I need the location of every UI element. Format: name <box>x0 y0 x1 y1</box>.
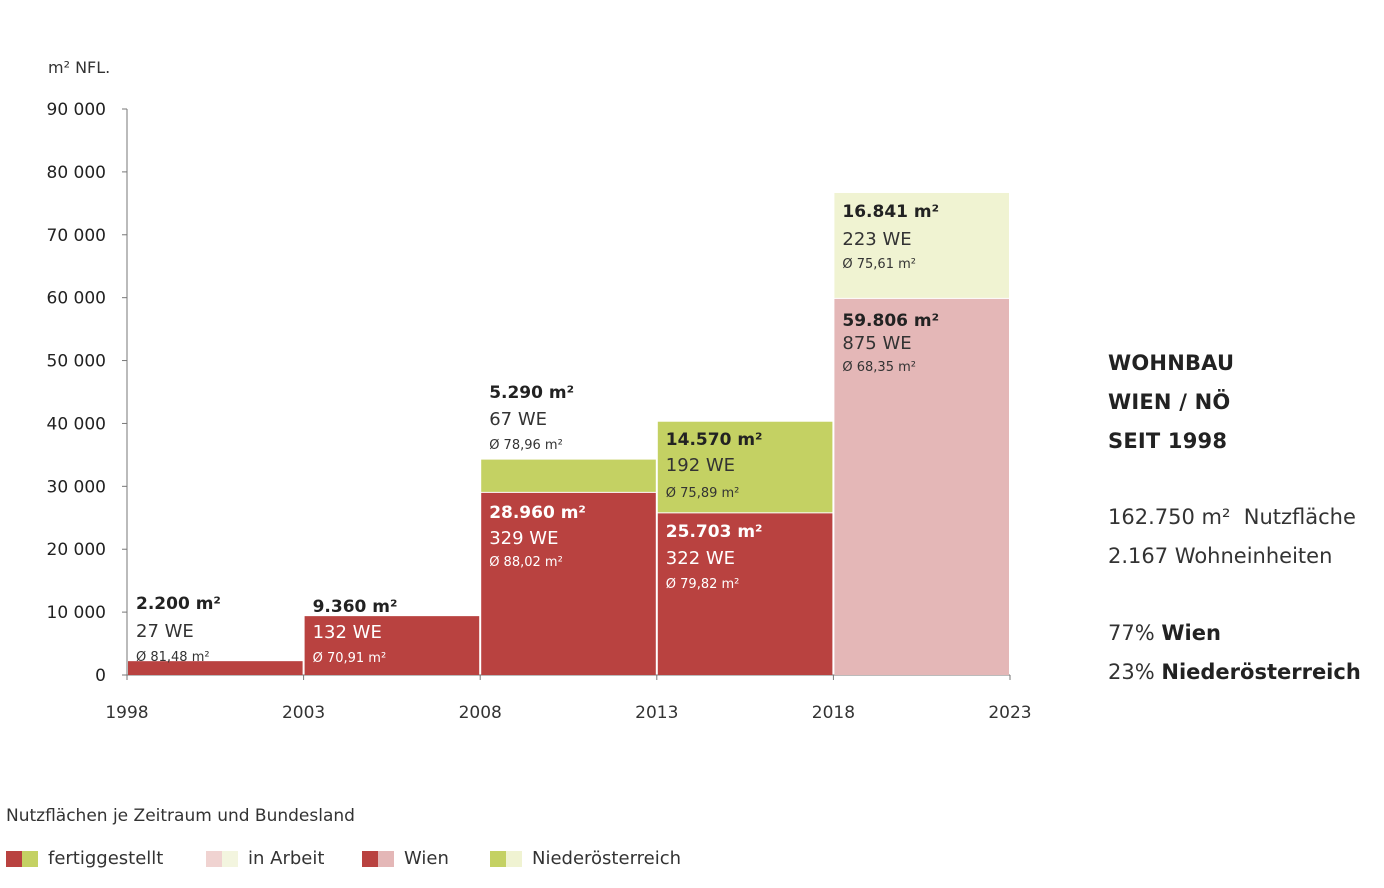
x-tick-label: 2008 <box>459 703 502 723</box>
segment-area-label: 59.806 m² <box>842 311 939 331</box>
legend-label: Wien <box>404 848 449 869</box>
segment-avg-label: Ø 79,82 m² <box>666 577 740 592</box>
segment-we-label: 67 WE <box>489 409 547 430</box>
segment-area-label: 5.290 m² <box>489 383 574 403</box>
segment-we-label: 322 WE <box>666 548 735 569</box>
x-tick-label: 1998 <box>105 703 148 723</box>
legend-swatch-b <box>378 850 394 867</box>
bar-segment <box>481 492 656 675</box>
summary-total-units: 2.167 Wohneinheiten <box>1108 544 1333 568</box>
wien-name: Wien <box>1161 621 1221 645</box>
y-tick-label: 50 000 <box>47 352 106 372</box>
legend-swatch-a <box>206 850 222 867</box>
bar-segment <box>834 298 1009 675</box>
segment-avg-label: Ø 68,35 m² <box>842 360 916 375</box>
x-tick-label: 2003 <box>282 703 325 723</box>
x-tick-label: 2023 <box>988 703 1031 723</box>
legend-label: fertiggestellt <box>48 848 164 869</box>
legend-item-niederoesterreich: Niederösterreich <box>490 848 681 869</box>
segment-avg-label: Ø 78,96 m² <box>489 438 563 453</box>
summary-total-area: 162.750 m² Nutzfläche <box>1108 505 1356 529</box>
segment-area-label: 2.200 m² <box>136 594 221 614</box>
segment-area-label: 25.703 m² <box>666 522 763 542</box>
y-tick-label: 0 <box>95 666 106 686</box>
legend-swatch-a <box>6 850 22 867</box>
bar-segment <box>304 616 480 675</box>
legend-item-in-arbeit: in Arbeit <box>206 848 324 869</box>
y-tick-label: 30 000 <box>47 477 106 497</box>
segment-avg-label: Ø 81,48 m² <box>136 650 210 665</box>
segment-area-label: 14.570 m² <box>666 430 763 450</box>
legend-swatch-a <box>362 850 378 867</box>
segment-area-label: 9.360 m² <box>313 597 398 617</box>
segment-we-label: 192 WE <box>666 455 735 476</box>
legend-item-wien: Wien <box>362 848 449 869</box>
segment-avg-label: Ø 75,89 m² <box>666 486 740 501</box>
segment-labels: 2.200 m² 27 WE Ø 81,48 m² 9.360 m² 132 WE Ø 7… <box>136 202 939 666</box>
segment-avg-label: Ø 75,61 m² <box>842 257 916 272</box>
segment-we-label: 329 WE <box>489 528 558 549</box>
segment-area-label: 16.841 m² <box>842 202 939 222</box>
segment-we-label: 27 WE <box>136 621 194 642</box>
summary-wien-share: 77% Wien <box>1108 614 1361 653</box>
y-tick-label: 20 000 <box>47 540 106 560</box>
summary-heading-line-1: WOHNBAU <box>1108 351 1235 375</box>
x-tick-label: 2013 <box>635 703 678 723</box>
legend-label: Niederösterreich <box>532 848 682 869</box>
bar-segment <box>481 459 656 492</box>
summary-noe-share: 23% Niederösterreich <box>1108 653 1361 692</box>
bar-segment <box>657 513 833 675</box>
stacked-bar-chart: m² NFL. 0 10 000 20 000 30 000 40 000 50 000 6… <box>47 58 1032 723</box>
noe-name: Niederösterreich <box>1161 660 1361 684</box>
bar-segment <box>657 421 833 513</box>
bar-segment <box>834 192 1009 298</box>
y-tick-label: 80 000 <box>47 163 106 183</box>
segment-we-label: 223 WE <box>842 229 911 250</box>
legend-label: in Arbeit <box>248 848 325 869</box>
legend-swatch-b <box>222 850 238 867</box>
y-tick-label: 90 000 <box>47 100 106 120</box>
y-tick-label: 60 000 <box>47 289 106 309</box>
summary-heading-line-3: SEIT 1998 <box>1108 429 1228 453</box>
bar-segments <box>128 192 1009 675</box>
noe-percent: 23% <box>1108 660 1155 684</box>
segment-we-label: 875 WE <box>842 333 911 354</box>
y-tick-label: 70 000 <box>47 226 106 246</box>
legend-swatch-b <box>506 850 522 867</box>
legend-swatch-b <box>22 850 38 867</box>
bar-segment <box>128 661 303 675</box>
segment-avg-label: Ø 70,91 m² <box>313 651 387 666</box>
segment-area-label: 28.960 m² <box>489 503 586 523</box>
x-tick-label: 2018 <box>812 703 855 723</box>
summary-heading-line-2: WIEN / NÖ <box>1108 390 1231 414</box>
summary-panel: WOHNBAU WIEN / NÖ SEIT 1998 162.750 m² N… <box>1108 344 1361 692</box>
segment-avg-label: Ø 88,02 m² <box>489 555 563 570</box>
legend-item-fertiggestellt: fertiggestellt <box>6 848 163 869</box>
wien-percent: 77% <box>1108 621 1155 645</box>
legend-swatch-a <box>490 850 506 867</box>
chart-caption: Nutzflächen je Zeitraum und Bundesland <box>6 806 355 826</box>
y-axis-unit-label: m² NFL. <box>48 58 110 77</box>
segment-we-label: 132 WE <box>313 622 382 643</box>
y-tick-label: 40 000 <box>47 414 106 434</box>
y-tick-label: 10 000 <box>47 603 106 623</box>
